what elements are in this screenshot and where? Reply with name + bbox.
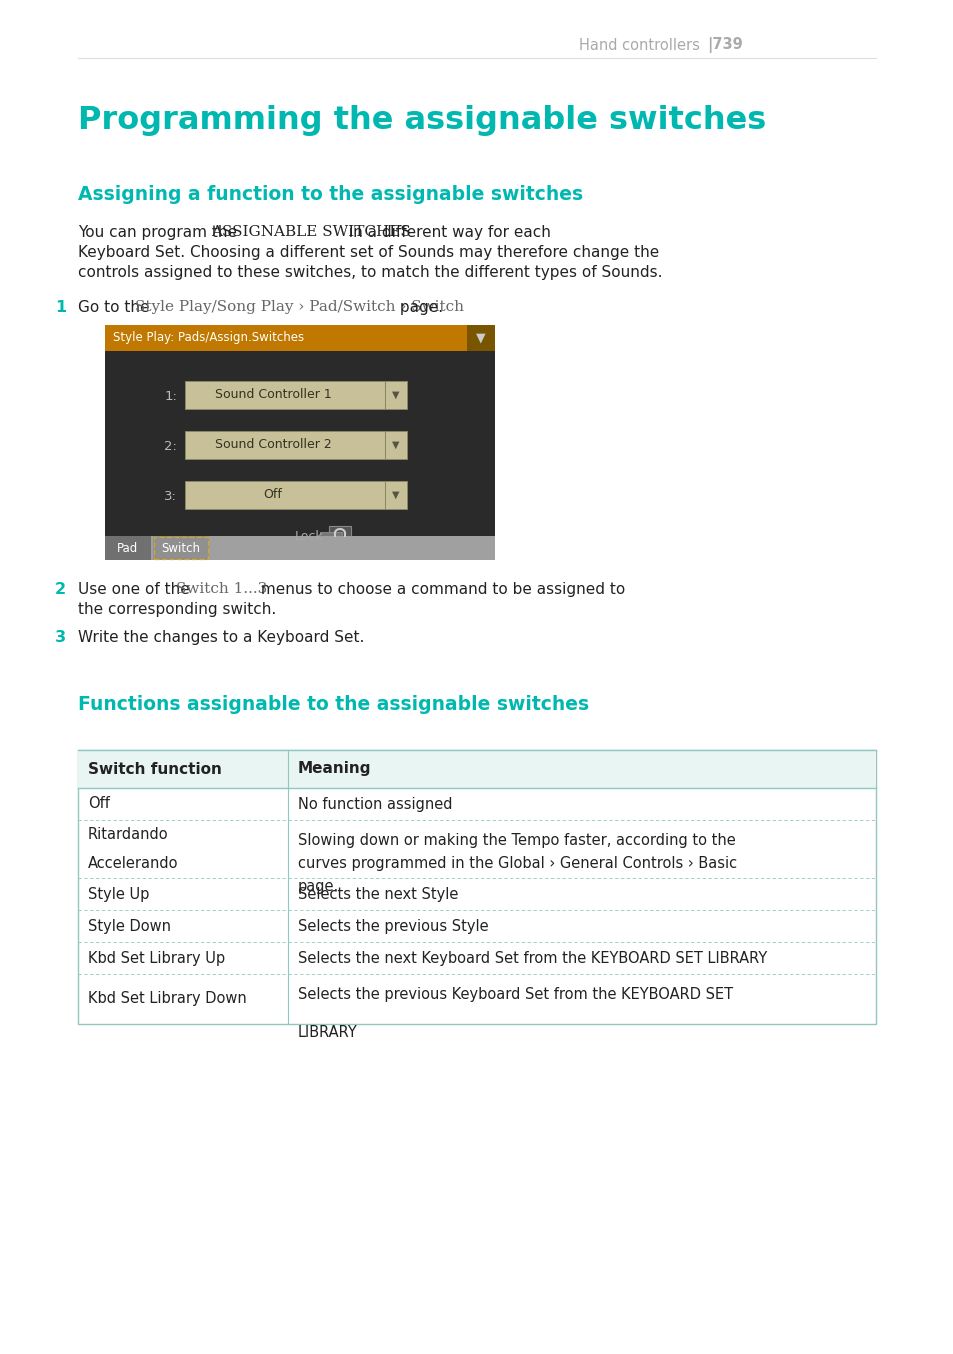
Text: Style Up: Style Up (88, 887, 150, 902)
Text: page.: page. (297, 879, 339, 894)
Text: Meaning: Meaning (297, 761, 371, 776)
Text: menus to choose a command to be assigned to: menus to choose a command to be assigned… (255, 582, 624, 597)
Text: ASSIGNABLE SWITCHES: ASSIGNABLE SWITCHES (211, 225, 411, 240)
Text: Lock: Lock (294, 529, 323, 543)
Bar (105, 325, 495, 561)
Bar (385, 481, 407, 509)
Text: LIBRARY: LIBRARY (297, 1025, 357, 1040)
Text: Selects the previous Style: Selects the previous Style (297, 918, 488, 933)
Text: Switch 1...3: Switch 1...3 (175, 582, 267, 596)
Bar (185, 431, 385, 459)
Text: |739: |739 (706, 37, 742, 53)
Text: in a different way for each: in a different way for each (344, 225, 550, 240)
Text: 3:: 3: (164, 490, 177, 502)
Text: 2: 2 (55, 582, 66, 597)
Text: Use one of the: Use one of the (78, 582, 194, 597)
Text: Accelerando: Accelerando (88, 856, 178, 871)
Text: Assigning a function to the assignable switches: Assigning a function to the assignable s… (78, 185, 582, 204)
Bar (105, 536, 495, 561)
Text: 3: 3 (55, 630, 66, 645)
Text: ▼: ▼ (476, 332, 485, 344)
Text: No function assigned: No function assigned (297, 796, 452, 811)
Bar (319, 532, 341, 546)
Text: 1: 1 (55, 301, 66, 315)
Text: Slowing down or making the Tempo faster, according to the: Slowing down or making the Tempo faster,… (297, 833, 735, 848)
Bar (78, 750, 875, 788)
Bar (105, 325, 495, 351)
Text: You can program the: You can program the (78, 225, 242, 240)
Text: Programming the assignable switches: Programming the assignable switches (78, 106, 765, 135)
Text: Selects the next Style: Selects the next Style (297, 887, 457, 902)
Text: ▼: ▼ (392, 390, 399, 399)
Text: curves programmed in the Global › General Controls › Basic: curves programmed in the Global › Genera… (297, 856, 737, 871)
Text: Hand controllers: Hand controllers (578, 38, 700, 53)
Bar (329, 525, 351, 546)
Bar (105, 536, 151, 561)
Text: Selects the next Keyboard Set from the KEYBOARD SET LIBRARY: Selects the next Keyboard Set from the K… (297, 951, 766, 965)
Bar (385, 380, 407, 409)
Text: Style Play: Pads/Assign.Switches: Style Play: Pads/Assign.Switches (112, 332, 304, 344)
Text: Go to the: Go to the (78, 301, 154, 315)
Text: ▼: ▼ (392, 440, 399, 450)
Text: ▼: ▼ (392, 490, 399, 500)
Text: page.: page. (395, 301, 442, 315)
Text: 1:: 1: (164, 390, 177, 402)
Text: Switch: Switch (161, 542, 200, 555)
Bar (153, 538, 208, 559)
Text: Sound Controller 1: Sound Controller 1 (214, 389, 331, 402)
Text: Style Down: Style Down (88, 918, 171, 933)
Bar (185, 481, 385, 509)
Text: the corresponding switch.: the corresponding switch. (78, 603, 276, 617)
Text: Kbd Set Library Down: Kbd Set Library Down (88, 991, 247, 1006)
Text: Kbd Set Library Up: Kbd Set Library Up (88, 951, 225, 965)
Text: Style Play/Song Play › Pad/Switch › Switch: Style Play/Song Play › Pad/Switch › Swit… (135, 301, 463, 314)
Text: Sound Controller 2: Sound Controller 2 (214, 439, 331, 451)
Text: Selects the previous Keyboard Set from the KEYBOARD SET: Selects the previous Keyboard Set from t… (297, 987, 732, 1002)
Text: 2:: 2: (164, 440, 177, 452)
Text: Functions assignable to the assignable switches: Functions assignable to the assignable s… (78, 695, 589, 714)
Bar (467, 325, 495, 351)
Text: controls assigned to these switches, to match the different types of Sounds.: controls assigned to these switches, to … (78, 265, 661, 280)
Text: Switch function: Switch function (88, 761, 222, 776)
Text: Pad: Pad (117, 542, 138, 555)
Text: Off: Off (263, 489, 282, 501)
Bar (78, 750, 875, 1024)
Bar (185, 380, 385, 409)
Text: Off: Off (88, 796, 110, 811)
Text: Write the changes to a Keyboard Set.: Write the changes to a Keyboard Set. (78, 630, 364, 645)
Bar (385, 431, 407, 459)
Bar (152, 536, 209, 561)
Text: Ritardando: Ritardando (88, 827, 169, 842)
Text: Keyboard Set. Choosing a different set of Sounds may therefore change the: Keyboard Set. Choosing a different set o… (78, 245, 659, 260)
